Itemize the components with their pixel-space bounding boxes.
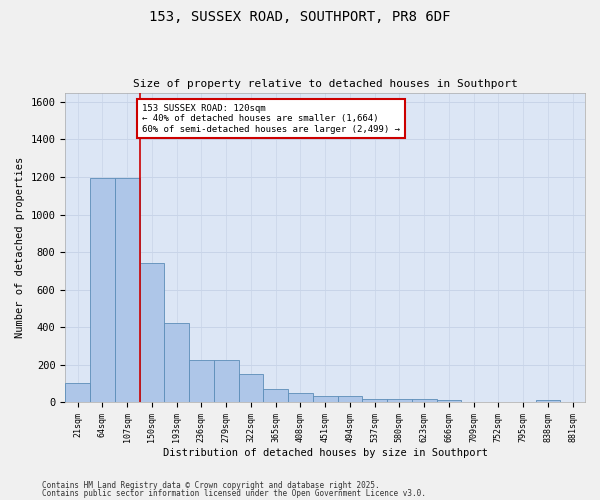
Bar: [189, 360, 214, 402]
Bar: [263, 389, 288, 402]
Bar: [437, 400, 461, 402]
Bar: [313, 396, 338, 402]
Text: 153 SUSSEX ROAD: 120sqm
← 40% of detached houses are smaller (1,664)
60% of semi: 153 SUSSEX ROAD: 120sqm ← 40% of detache…: [142, 104, 400, 134]
Bar: [164, 324, 189, 402]
Bar: [288, 393, 313, 402]
Bar: [362, 400, 387, 402]
Bar: [140, 264, 164, 402]
Y-axis label: Number of detached properties: Number of detached properties: [15, 157, 25, 338]
Bar: [338, 396, 362, 402]
Text: Contains HM Land Registry data © Crown copyright and database right 2025.: Contains HM Land Registry data © Crown c…: [42, 480, 380, 490]
Bar: [65, 384, 90, 402]
Bar: [536, 400, 560, 402]
Title: Size of property relative to detached houses in Southport: Size of property relative to detached ho…: [133, 79, 518, 89]
Text: Contains public sector information licensed under the Open Government Licence v3: Contains public sector information licen…: [42, 489, 426, 498]
Bar: [115, 178, 140, 402]
Bar: [90, 178, 115, 402]
Text: 153, SUSSEX ROAD, SOUTHPORT, PR8 6DF: 153, SUSSEX ROAD, SOUTHPORT, PR8 6DF: [149, 10, 451, 24]
Bar: [387, 400, 412, 402]
Bar: [214, 360, 239, 402]
X-axis label: Distribution of detached houses by size in Southport: Distribution of detached houses by size …: [163, 448, 488, 458]
Bar: [239, 374, 263, 402]
Bar: [412, 400, 437, 402]
